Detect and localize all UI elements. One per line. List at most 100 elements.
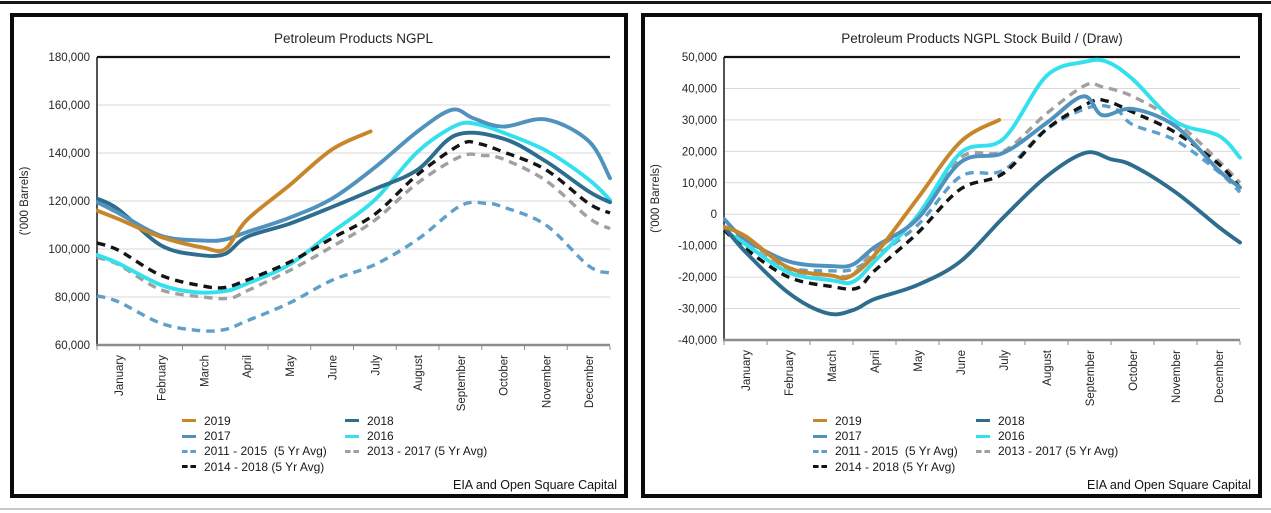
legend-label: 2018 — [998, 413, 1025, 428]
legend-item: 2011 - 2015 (5 Yr Avg) — [182, 444, 327, 459]
legend-swatch-icon — [182, 419, 196, 423]
chart-plot-left: 60,000 80,000 100,000 120,000 140,000 160,000… — [19, 52, 612, 411]
x-axis-ticks — [723, 341, 1241, 345]
legend-item: 2017 — [813, 428, 958, 443]
series-line-2011---2015-(5-yr-avg) — [723, 103, 1242, 273]
legend-item: 2016 — [976, 428, 1118, 443]
legend-label: 2017 — [835, 429, 862, 444]
y-axis-tick-label: 120,000 — [48, 196, 90, 208]
series-line-2017 — [723, 94, 1242, 269]
x-axis-month-label: January — [741, 350, 753, 391]
legend-swatch-icon — [976, 449, 990, 453]
legend-swatch-icon — [345, 419, 359, 423]
legend-label: 2018 — [367, 413, 394, 428]
chart-title-left: Petroleum Products NGPL — [273, 31, 434, 46]
y-axis-tick-label: -40,000 — [678, 335, 717, 347]
legend-item: 2013 - 2017 (5 Yr Avg) — [345, 444, 487, 459]
y-axis-tick-label: 40,000 — [682, 83, 717, 95]
y-axis-labels: 60,000 80,000 100,000 120,000 140,000 160,000… — [48, 52, 90, 352]
y-axis-tick-label: 180,000 — [48, 52, 90, 64]
x-axis-labels: January February March April May June July Augu… — [741, 349, 1226, 406]
legend-label: 2016 — [998, 429, 1025, 444]
x-axis-month-label: November — [1171, 350, 1183, 403]
legend-label: 2011 - 2015 (5 Yr Avg) — [204, 444, 327, 459]
x-axis-month-label: August — [1042, 349, 1054, 386]
x-axis-month-label: August — [413, 354, 425, 391]
series-line-2013---2017-(5-yr-avg) — [96, 152, 611, 301]
x-axis-month-label: April — [242, 355, 254, 378]
legend-item: 2018 — [976, 413, 1118, 428]
legend-label: 2014 - 2018 (5 Yr Avg) — [204, 459, 325, 474]
series-line-2018 — [723, 150, 1242, 317]
chart-panel-right: Petroleum Products NGPL Stock Build / (D… — [641, 13, 1262, 498]
legend-item: 2017 — [182, 428, 327, 443]
x-axis-month-label: June — [956, 350, 968, 375]
x-axis-labels: January February March April May June July Augu… — [114, 354, 596, 411]
y-axis-tick-label: 20,000 — [682, 146, 717, 158]
chart-plot-right: -40,000 -30,000 -20,000 -10,000 0 10,000 20,00… — [650, 52, 1242, 406]
x-axis-month-label: July — [370, 355, 382, 376]
y-axis-tick-label: 160,000 — [48, 100, 90, 112]
y-axis-title: ('000 Barrels) — [19, 167, 31, 236]
x-axis-month-label: July — [999, 350, 1011, 371]
x-axis-month-label: February — [157, 355, 169, 401]
legend-swatch-icon — [345, 449, 359, 453]
y-axis-tick-label: -20,000 — [678, 272, 717, 284]
legend-swatch-icon — [345, 434, 359, 438]
legend-item: 2016 — [345, 428, 487, 443]
legend-swatch-icon — [182, 449, 196, 453]
y-axis-tick-label: 10,000 — [682, 178, 717, 190]
x-axis-ticks — [96, 346, 611, 350]
y-axis-tick-label: -10,000 — [678, 241, 717, 253]
series-line-2014---2018-(5-yr-avg) — [96, 139, 611, 290]
series-line-2011---2015-(5-yr-avg) — [96, 200, 611, 333]
y-axis-tick-label: 140,000 — [48, 148, 90, 160]
legend-label: 2013 - 2017 (5 Yr Avg) — [367, 444, 488, 459]
y-axis-title: ('000 Barrels) — [650, 164, 662, 233]
x-axis-month-label: December — [1214, 350, 1226, 403]
y-axis-labels: -40,000 -30,000 -20,000 -10,000 0 10,000 20,00… — [678, 52, 717, 347]
legend-swatch-icon — [182, 434, 196, 438]
legend-swatch-icon — [813, 465, 827, 469]
series-line-2016 — [723, 57, 1242, 286]
series-line-2019 — [723, 117, 1002, 281]
y-axis-tick-label: 0 — [711, 209, 717, 221]
chart-panel-left: Petroleum Products NGPL 60,000 80,000 100,… — [10, 13, 628, 498]
x-axis-month-label: March — [827, 350, 839, 382]
legend-column-2: 2018 2016 2013 - 2017 (5 Yr Avg) — [976, 413, 1118, 459]
x-axis-month-label: September — [1085, 350, 1097, 406]
legend-label: 2014 - 2018 (5 Yr Avg) — [835, 459, 956, 474]
series-line-2017 — [96, 107, 612, 243]
x-axis-month-label: September — [456, 355, 468, 411]
legend-item: 2014 - 2018 (5 Yr Avg) — [182, 459, 327, 474]
legend-label: 2019 — [204, 413, 231, 428]
x-axis-month-label: March — [199, 355, 211, 387]
gridlines — [97, 104, 610, 298]
source-credit-left: EIA and Open Square Capital — [452, 478, 617, 492]
legend-item: 2011 - 2015 (5 Yr Avg) — [813, 444, 958, 459]
legend-swatch-icon — [813, 434, 827, 438]
x-axis-month-label: May — [913, 350, 925, 372]
series-line-2018 — [96, 130, 612, 258]
legend-swatch-icon — [813, 449, 827, 453]
page-bottom-rule — [0, 508, 1271, 510]
legend-column-1: 2019 2017 2011 - 2015 (5 Yr Avg) 2014 - 201… — [813, 413, 958, 475]
legend-label: 2017 — [204, 429, 231, 444]
legend-label: 2019 — [835, 413, 862, 428]
y-axis-tick-label: 30,000 — [682, 115, 717, 127]
legend-label: 2011 - 2015 (5 Yr Avg) — [835, 444, 958, 459]
x-axis-month-label: May — [285, 355, 297, 377]
legend-column-1: 2019 2017 2011 - 2015 (5 Yr Avg) 2014 - 201… — [182, 413, 327, 475]
y-axis-tick-label: -30,000 — [678, 304, 717, 316]
legend-label: 2016 — [367, 429, 394, 444]
legend-item: 2013 - 2017 (5 Yr Avg) — [976, 444, 1118, 459]
legend-swatch-icon — [976, 434, 990, 438]
page-top-rule — [0, 1, 1271, 4]
legend-column-2: 2018 2016 2013 - 2017 (5 Yr Avg) — [345, 413, 487, 459]
legend-item: 2018 — [345, 413, 487, 428]
legend-swatch-icon — [813, 419, 827, 423]
legend-swatch-icon — [182, 465, 196, 469]
legend-item: 2014 - 2018 (5 Yr Avg) — [813, 459, 958, 474]
series-lines — [723, 57, 1242, 317]
